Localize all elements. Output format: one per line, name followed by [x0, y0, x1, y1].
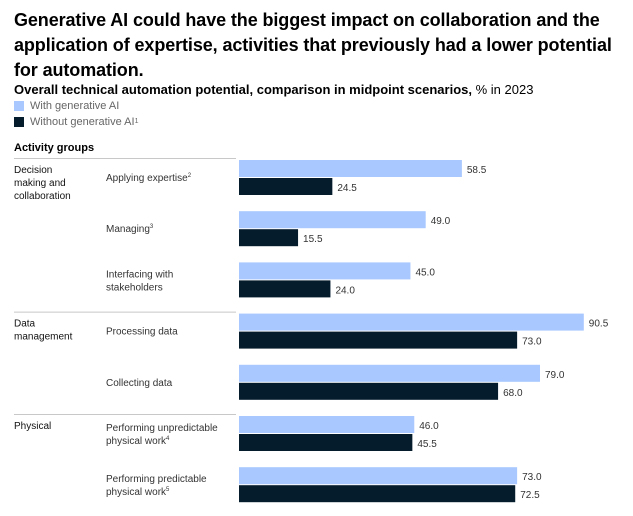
value-label-without-gen-ai: 72.5 — [520, 490, 540, 501]
bar-without-gen-ai — [239, 229, 299, 247]
value-label-without-gen-ai: 68.0 — [503, 388, 523, 399]
value-label-with-gen-ai: 45.0 — [415, 267, 435, 278]
value-label-with-gen-ai: 79.0 — [545, 370, 565, 381]
value-label-without-gen-ai: 24.5 — [337, 183, 357, 194]
value-label-without-gen-ai: 73.0 — [522, 337, 542, 348]
bar-with-gen-ai — [239, 160, 462, 177]
value-label-with-gen-ai: 46.0 — [419, 421, 439, 432]
activity-label: stakeholders — [106, 282, 163, 293]
legend-item-without-gen-ai: Without generative AI 1 — [14, 116, 138, 128]
activity-label: Managing3 — [106, 224, 154, 235]
subtitle-main: Overall technical automation potential, … — [14, 82, 472, 97]
legend-label-with-gen-ai: With generative AI — [30, 100, 120, 112]
subtitle-unit: % in 2023 — [475, 82, 534, 97]
activity-label: Performing predictable — [106, 474, 207, 485]
bar-with-gen-ai — [239, 416, 415, 433]
value-label-with-gen-ai: 90.5 — [589, 319, 609, 330]
bar-without-gen-ai — [239, 280, 331, 298]
group-label: Physical — [14, 421, 51, 432]
group-label: Data — [14, 319, 36, 330]
activity-label: Processing data — [106, 327, 178, 338]
value-label-without-gen-ai: 24.0 — [335, 285, 355, 296]
bar-without-gen-ai — [239, 485, 516, 503]
group-label: management — [14, 332, 73, 343]
activity-label: Applying expertise2 — [106, 173, 192, 184]
group-label: collaboration — [14, 191, 71, 202]
headline: Generative AI could have the biggest imp… — [14, 10, 612, 80]
group-label: making and — [14, 178, 66, 189]
legend-swatch-with-gen-ai — [14, 101, 24, 111]
legend-label-without-gen-ai: Without generative AI — [30, 116, 135, 128]
value-label-without-gen-ai: 45.5 — [417, 439, 437, 450]
bar-with-gen-ai — [239, 313, 584, 331]
value-label-with-gen-ai: 58.5 — [467, 165, 487, 176]
legend-swatch-without-gen-ai — [14, 117, 24, 127]
activity-label: Collecting data — [106, 378, 173, 389]
value-label-without-gen-ai: 15.5 — [303, 234, 323, 245]
group-label: Decision — [14, 165, 52, 176]
activity-label: Performing unpredictable — [106, 423, 218, 434]
activity-label: physical work5 — [106, 487, 170, 498]
bar-without-gen-ai — [239, 382, 499, 400]
bar-with-gen-ai — [239, 262, 411, 280]
bar-with-gen-ai — [239, 211, 426, 229]
activity-groups-header: Activity groups — [14, 142, 95, 154]
legend-item-with-gen-ai: With generative AI — [14, 100, 119, 112]
bar-without-gen-ai — [239, 178, 333, 195]
activity-label: Interfacing with — [106, 269, 173, 280]
chart-subtitle: Overall technical automation potential, … — [14, 82, 533, 97]
activity-label: physical work4 — [106, 436, 170, 447]
bar-with-gen-ai — [239, 364, 540, 382]
value-label-with-gen-ai: 73.0 — [522, 472, 542, 483]
bar-without-gen-ai — [239, 331, 518, 349]
bar-without-gen-ai — [239, 434, 413, 451]
bar-with-gen-ai — [239, 467, 518, 485]
value-label-with-gen-ai: 49.0 — [431, 216, 451, 227]
